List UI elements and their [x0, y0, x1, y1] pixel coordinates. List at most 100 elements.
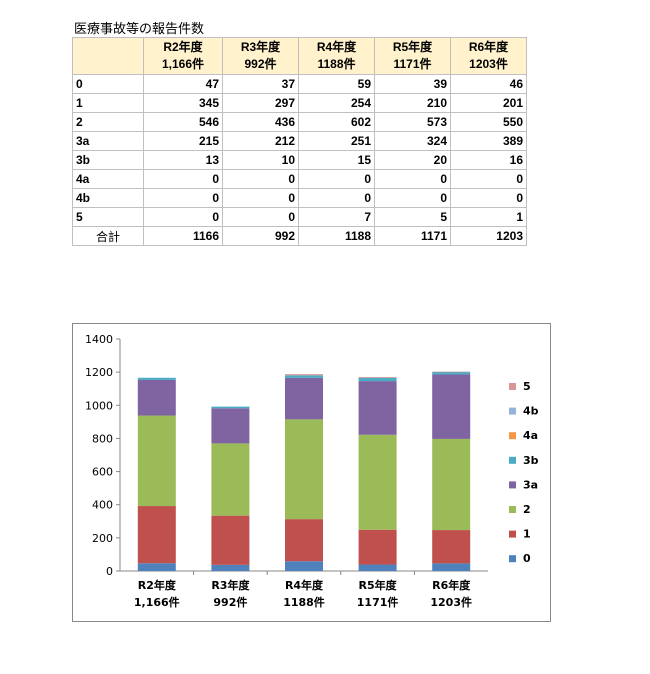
- legend-swatch: [509, 383, 516, 390]
- table-row: 4a 0 0 0 0 0: [72, 169, 527, 189]
- bar-segment: [211, 408, 250, 444]
- table-cell: 0: [298, 169, 375, 189]
- table-cell: 47: [143, 74, 223, 94]
- table-row: 1 345 297 254 210 201: [72, 93, 527, 113]
- row-label: 2: [72, 112, 144, 132]
- bar-segment: [211, 564, 250, 571]
- legend-label: 3b: [523, 454, 539, 467]
- bar-segment: [137, 379, 176, 416]
- bar-segment: [285, 519, 323, 562]
- table-cell: 15: [298, 150, 375, 170]
- legend-swatch: [509, 432, 516, 440]
- row-label: 1: [72, 93, 144, 113]
- bar-segment: [358, 434, 397, 530]
- row-label: 0: [72, 74, 144, 94]
- y-tick-label: 1000: [85, 399, 113, 412]
- table-cell: 212: [222, 131, 299, 151]
- table-cell: 5: [374, 207, 451, 227]
- legend-swatch: [509, 506, 516, 513]
- legend-label: 0: [523, 552, 531, 565]
- legend-label: 4a: [523, 429, 538, 442]
- bar-segment: [358, 529, 397, 565]
- table-cell: 20: [374, 150, 451, 170]
- stacked-bar-chart: 0 200 400 600 800 1000 1200 1400 R2年度 1,166件 R3年度 9…: [85, 333, 539, 609]
- row-label: 3b: [72, 150, 144, 170]
- bar-segment: [137, 506, 176, 564]
- x-tick-label: R3年度: [211, 578, 250, 592]
- bar-segment: [358, 564, 397, 571]
- table-cell: 0: [374, 169, 451, 189]
- x-tick-label: 992件: [213, 595, 247, 609]
- table-cell: 0: [222, 169, 299, 189]
- bar-segment: [211, 515, 250, 565]
- legend-label: 3a: [523, 478, 538, 491]
- table-row: 4b 0 0 0 0 0: [72, 188, 527, 208]
- bar-segment: [432, 563, 471, 571]
- row-label: 5: [72, 207, 144, 227]
- column-header: R6年度 1203件: [450, 37, 527, 75]
- table-cell: 573: [374, 112, 451, 132]
- legend-label: 2: [523, 503, 531, 516]
- y-tick-label: 0: [106, 565, 113, 578]
- legend-swatch: [509, 407, 516, 415]
- bar-segment: [137, 563, 176, 571]
- total-cell: 1166: [143, 226, 223, 246]
- bar-segment: [358, 376, 397, 378]
- column-header: R5年度 1171件: [374, 37, 451, 75]
- bar-segment: [137, 377, 176, 380]
- table-cell: 0: [143, 169, 223, 189]
- x-tick-label: 1171件: [357, 595, 399, 609]
- table-cell: 210: [374, 93, 451, 113]
- bar-segment: [432, 374, 471, 439]
- table-cell: 389: [450, 131, 527, 151]
- table-cell: 251: [298, 131, 375, 151]
- table-cell: 254: [298, 93, 375, 113]
- column-header: R2年度 1,166件: [143, 37, 223, 75]
- table-cell: 10: [222, 150, 299, 170]
- total-cell: 1171: [374, 226, 451, 246]
- y-tick-label: 400: [92, 499, 113, 512]
- report-table: R2年度 1,166件 R3年度 992件 R4年度 1188件 R5年度 1171件 …: [72, 37, 527, 246]
- total-cell: 992: [222, 226, 299, 246]
- x-tick-label: R6年度: [432, 578, 471, 592]
- legend-swatch: [509, 530, 516, 538]
- bar-segment: [285, 375, 323, 378]
- table-cell: 201: [450, 93, 527, 113]
- table-cell: 0: [222, 207, 299, 227]
- table-cell: 0: [143, 207, 223, 227]
- bar-segment: [358, 377, 397, 382]
- bar-segment: [211, 406, 250, 409]
- chart-container: 0 200 400 600 800 1000 1200 1400 R2年度 1,166件 R3年度 9…: [72, 323, 551, 622]
- table-cell: 0: [374, 188, 451, 208]
- total-cell: 1203: [450, 226, 527, 246]
- column-header: R4年度 1188件: [298, 37, 375, 75]
- bar-segment: [358, 381, 397, 435]
- bar-segment: [285, 561, 323, 571]
- table-cell: 324: [374, 131, 451, 151]
- table-cell: 39: [374, 74, 451, 94]
- table-cell: 0: [143, 188, 223, 208]
- table-corner-cell: [72, 37, 144, 75]
- bar-segment: [432, 530, 471, 564]
- x-tick-label: R4年度: [285, 578, 324, 592]
- table-cell: 215: [143, 131, 223, 151]
- table-cell: 345: [143, 93, 223, 113]
- table-cell: 602: [298, 112, 375, 132]
- table-cell: 0: [450, 188, 527, 208]
- table-row: 3b 13 10 15 20 16: [72, 150, 527, 170]
- y-tick-label: 1400: [85, 333, 113, 346]
- table-row: 3a 215 212 251 324 389: [72, 131, 527, 151]
- y-tick-label: 800: [92, 432, 113, 445]
- table-cell: 0: [298, 188, 375, 208]
- legend-swatch: [509, 456, 516, 464]
- table-cell: 1: [450, 207, 527, 227]
- table-cell: 13: [143, 150, 223, 170]
- table-cell: 37: [222, 74, 299, 94]
- total-row: 合計 1166 992 1188 1171 1203: [72, 226, 527, 246]
- y-tick-label: 200: [92, 532, 113, 545]
- bar-segment: [211, 443, 250, 516]
- bar-segment: [285, 374, 323, 376]
- table-cell: 7: [298, 207, 375, 227]
- bar-segment: [432, 371, 471, 373]
